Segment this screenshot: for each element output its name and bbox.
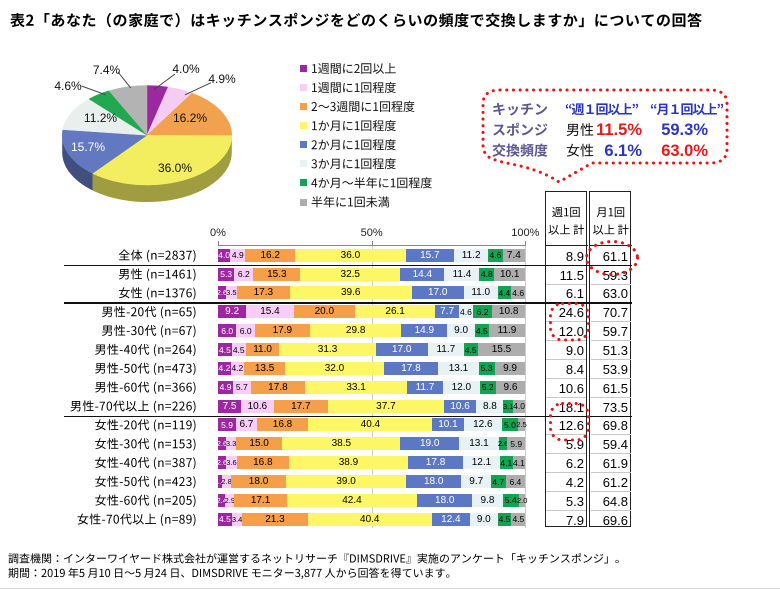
- svg-text:15.7%: 15.7%: [71, 140, 105, 154]
- svg-text:36.0%: 36.0%: [158, 161, 192, 175]
- svg-text:11.2%: 11.2%: [84, 111, 117, 125]
- svg-text:4.9%: 4.9%: [208, 72, 236, 86]
- svg-text:4.6%: 4.6%: [54, 79, 82, 93]
- svg-text:4.0%: 4.0%: [172, 62, 200, 76]
- svg-text:7.4%: 7.4%: [93, 63, 121, 77]
- svg-text:16.2%: 16.2%: [173, 111, 207, 125]
